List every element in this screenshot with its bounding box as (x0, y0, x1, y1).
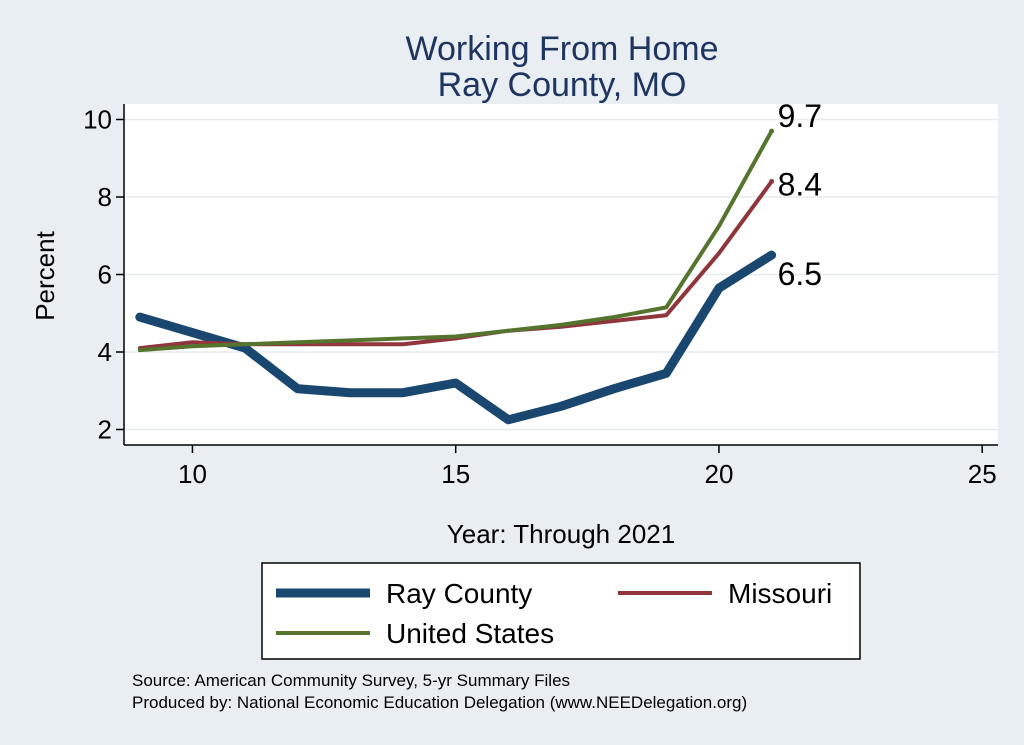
producer-note: Produced by: National Economic Education… (132, 693, 747, 712)
chart-title-line-2: Ray County, MO (438, 66, 687, 104)
x-tick-label: 15 (441, 459, 470, 489)
y-tick-label: 2 (98, 415, 112, 445)
legend-label-ray-county: Ray County (386, 578, 532, 609)
x-tick-label: 25 (968, 459, 997, 489)
chart-title-line-1: Working From Home (406, 30, 719, 68)
legend: Ray County Missouri United States (276, 578, 832, 649)
legend-label-united-states: United States (386, 618, 554, 649)
axes-layer: 2 4 6 8 10 10 15 20 25 (83, 104, 998, 489)
x-tick-label: 10 (178, 459, 207, 489)
series-line-ray-county (135, 250, 777, 425)
x-tick-label: 20 (704, 459, 733, 489)
legend-label-missouri: Missouri (728, 578, 832, 609)
y-tick-label: 10 (83, 105, 112, 135)
end-label-united-states: 9.7 (778, 98, 822, 134)
y-axis-title: Percent (30, 230, 60, 320)
legend-box (261, 562, 861, 660)
series-layer (135, 128, 777, 425)
series-line-united-states (137, 129, 774, 353)
y-tick-label: 8 (98, 182, 112, 212)
end-labels-layer: 6.5 8.4 9.7 (778, 98, 822, 292)
series-endpoint-missouri (769, 179, 775, 184)
end-label-ray-county: 6.5 (778, 256, 822, 292)
x-axis-title: Year: Through 2021 (447, 519, 675, 549)
source-note: Source: American Community Survey, 5-yr … (132, 671, 570, 690)
y-tick-label: 4 (98, 337, 112, 367)
y-tick-label: 6 (98, 260, 112, 290)
grid-layer (124, 118, 998, 431)
series-endpoint-ray-county (769, 252, 775, 258)
end-label-missouri: 8.4 (778, 167, 822, 203)
series-endpoint-united-states (769, 128, 775, 134)
